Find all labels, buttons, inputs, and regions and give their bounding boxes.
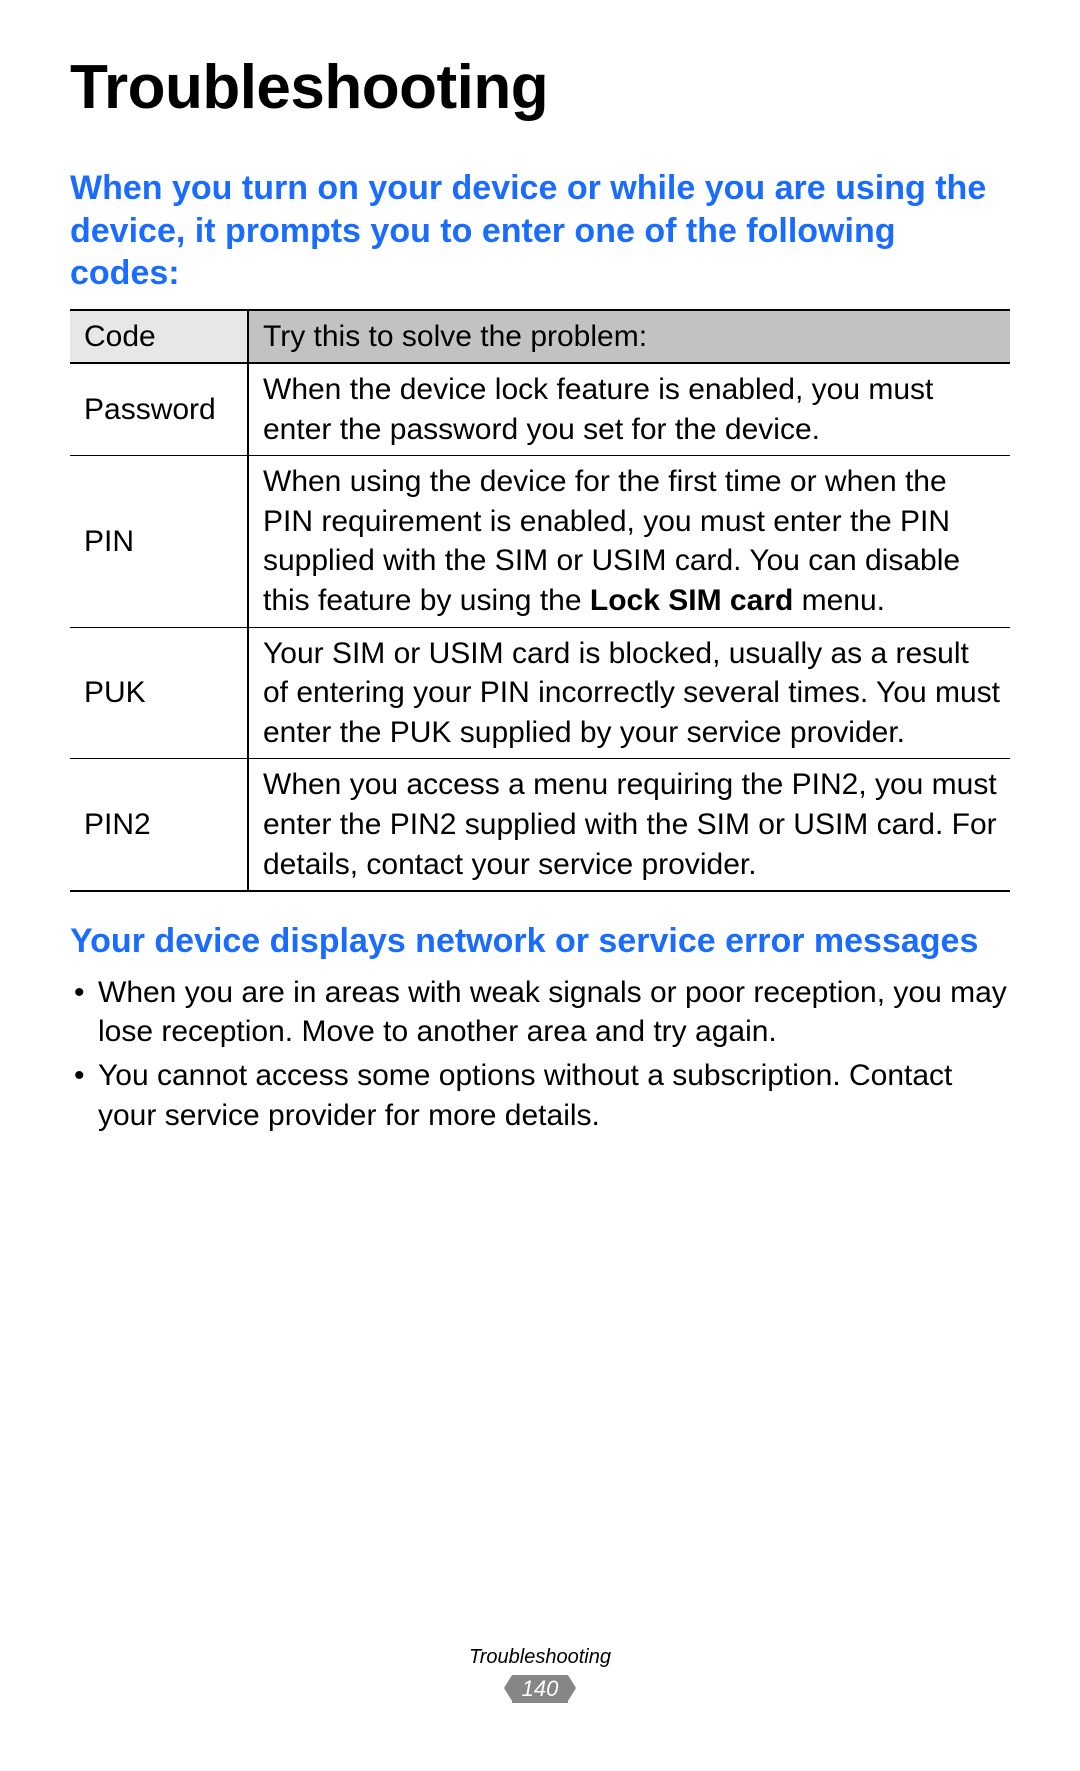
page-footer: Troubleshooting 140 xyxy=(0,1646,1080,1703)
table-cell-code: PIN2 xyxy=(70,759,248,891)
bullet-list: When you are in areas with weak signals … xyxy=(70,973,1010,1135)
table-row: PIN2When you access a menu requiring the… xyxy=(70,759,1010,891)
table-row: PUKYour SIM or USIM card is blocked, usu… xyxy=(70,627,1010,759)
table-row: PINWhen using the device for the first t… xyxy=(70,456,1010,627)
page-content: Troubleshooting When you turn on your de… xyxy=(0,0,1080,1135)
list-item: You cannot access some options without a… xyxy=(70,1056,1010,1135)
table-header-solution: Try this to solve the problem: xyxy=(248,310,1010,364)
page-title: Troubleshooting xyxy=(70,52,1010,123)
section2-heading: Your device displays network or service … xyxy=(70,920,1010,963)
table-cell-solution: Your SIM or USIM card is blocked, usuall… xyxy=(248,627,1010,759)
codes-table: Code Try this to solve the problem: Pass… xyxy=(70,309,1010,893)
table-cell-code: PIN xyxy=(70,456,248,627)
table-header-row: Code Try this to solve the problem: xyxy=(70,310,1010,364)
table-cell-solution: When the device lock feature is enabled,… xyxy=(248,363,1010,456)
table-cell-code: Password xyxy=(70,363,248,456)
table-row: PasswordWhen the device lock feature is … xyxy=(70,363,1010,456)
table-body: PasswordWhen the device lock feature is … xyxy=(70,363,1010,891)
table-header-code: Code xyxy=(70,310,248,364)
table-cell-code: PUK xyxy=(70,627,248,759)
page-number: 140 xyxy=(512,1675,569,1703)
list-item: When you are in areas with weak signals … xyxy=(70,973,1010,1052)
table-cell-solution: When using the device for the first time… xyxy=(248,456,1010,627)
table-cell-solution: When you access a menu requiring the PIN… xyxy=(248,759,1010,891)
footer-section-label: Troubleshooting xyxy=(0,1646,1080,1669)
section1-heading: When you turn on your device or while yo… xyxy=(70,167,1010,295)
